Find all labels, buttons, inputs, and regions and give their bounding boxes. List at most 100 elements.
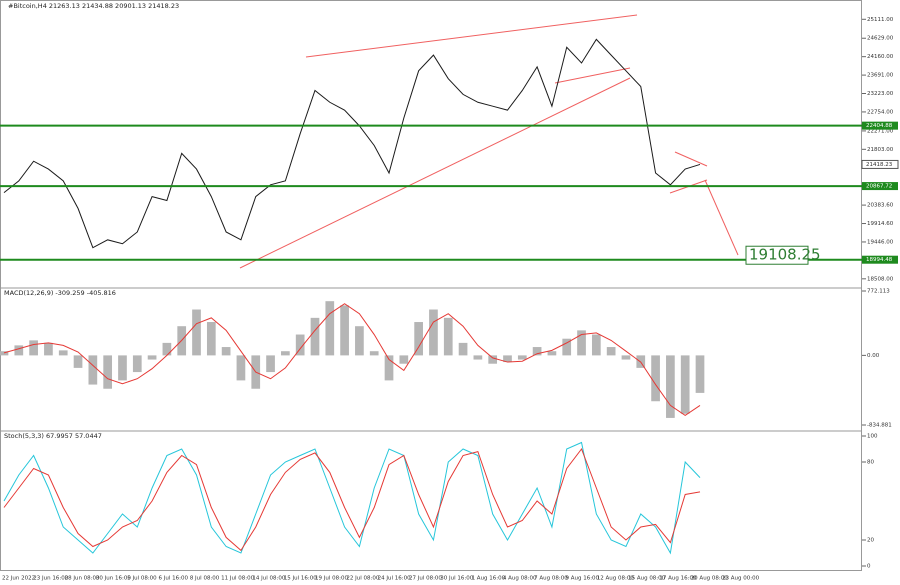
histogram-bar bbox=[73, 355, 83, 368]
histogram-bar bbox=[384, 355, 394, 381]
histogram-bar bbox=[103, 355, 113, 389]
histogram-bar bbox=[606, 347, 616, 356]
histogram-bar bbox=[132, 355, 142, 373]
level-tag bbox=[862, 121, 898, 130]
histogram-bar bbox=[429, 309, 438, 356]
histogram-bar bbox=[325, 301, 335, 356]
histogram-bar bbox=[532, 347, 542, 356]
histogram-bar bbox=[162, 342, 172, 356]
histogram-bar bbox=[458, 342, 468, 356]
x-tick-label: 27 Jul 08:00 bbox=[409, 576, 442, 582]
x-tick-label: 22 Jun 2022 bbox=[2, 576, 35, 582]
y-tick-label: 22271.00 bbox=[867, 128, 894, 134]
level-label: 22404.88 bbox=[866, 123, 893, 129]
x-tick-label: 24 Jul 16:00 bbox=[378, 576, 411, 582]
y-tick-label: 21803.00 bbox=[867, 147, 894, 153]
y-tick-label: 19914.60 bbox=[867, 221, 894, 227]
histogram-bar bbox=[281, 351, 290, 356]
y-tick-label: 0.00 bbox=[867, 353, 880, 359]
x-tick-label: 23 Aug 00:00 bbox=[722, 576, 760, 582]
level-label: 20867.72 bbox=[866, 184, 892, 190]
histogram-bar bbox=[266, 355, 275, 373]
histogram-bar bbox=[310, 317, 320, 356]
level-tag bbox=[862, 182, 898, 191]
histogram-bar bbox=[295, 334, 305, 356]
last-price-tag bbox=[861, 159, 899, 169]
histogram-bar bbox=[369, 351, 379, 356]
histogram-bar bbox=[651, 355, 660, 402]
histogram-bar bbox=[695, 355, 705, 393]
y-tick-label: 22754.00 bbox=[867, 109, 894, 115]
histogram-bar bbox=[44, 342, 53, 356]
x-tick-label: 5 Jul 08:00 bbox=[127, 576, 157, 582]
histogram-bar bbox=[192, 309, 201, 356]
pattern-line bbox=[674, 151, 708, 167]
trend-line bbox=[305, 14, 638, 58]
histogram-bar bbox=[88, 355, 98, 385]
trend-line bbox=[554, 67, 631, 84]
histogram-bar bbox=[14, 345, 24, 356]
stoch-line bbox=[3, 447, 701, 552]
x-tick-label: 23 Jun 16:00 bbox=[33, 576, 68, 582]
histogram-bar bbox=[666, 355, 675, 418]
histogram-bar bbox=[58, 350, 68, 356]
signal-line bbox=[3, 303, 701, 417]
plot-frame bbox=[0, 0, 862, 571]
price-line bbox=[3, 38, 701, 249]
histogram-bar bbox=[206, 322, 216, 356]
x-tick-label: 22 Jul 08:00 bbox=[346, 576, 379, 582]
histogram-bar bbox=[577, 330, 586, 356]
histogram-bar bbox=[621, 355, 631, 360]
macd-label: MACD(12,26,9) -309.259 -405.816 bbox=[4, 289, 116, 297]
y-tick-label: 25111.00 bbox=[867, 17, 894, 23]
histogram-bar bbox=[591, 334, 601, 356]
x-tick-label: 12 Aug 08:00 bbox=[597, 576, 635, 582]
histogram-bar bbox=[562, 338, 572, 356]
chart-header: #Bitcoin,H4 21263.13 21434.88 20901.13 2… bbox=[8, 2, 179, 10]
x-tick-label: 11 Jul 08:00 bbox=[221, 576, 254, 582]
annotation: 19108.25 bbox=[749, 246, 821, 264]
x-tick-label: 14 Jul 08:00 bbox=[252, 576, 285, 582]
y-tick-label: 23223.00 bbox=[867, 91, 894, 97]
histogram-bar bbox=[503, 355, 512, 363]
histogram-bar bbox=[414, 322, 423, 356]
x-tick-label: 7 Aug 08:00 bbox=[534, 576, 568, 582]
y-tick-label: 19446.00 bbox=[867, 239, 894, 245]
y-tick-label: 24160.00 bbox=[867, 54, 894, 60]
x-tick-label: 30 Jul 16:00 bbox=[440, 576, 473, 582]
x-tick-label: 1 Aug 16:00 bbox=[472, 576, 506, 582]
y-tick-label: 0 bbox=[867, 564, 871, 570]
y-tick-label: 100 bbox=[867, 434, 878, 440]
histogram-bar bbox=[236, 355, 246, 381]
y-tick-label: 23691.00 bbox=[867, 73, 894, 79]
histogram-bar bbox=[680, 355, 690, 414]
y-tick-label: -834.881 bbox=[867, 423, 892, 429]
histogram-bar bbox=[547, 351, 557, 356]
y-tick-label: 772.113 bbox=[867, 289, 890, 295]
trend-line bbox=[239, 77, 631, 269]
histogram-bar bbox=[473, 355, 483, 360]
stoch-label: Stoch(5,3,3) 67.9957 57.0447 bbox=[4, 432, 102, 440]
x-tick-label: 19 Jul 08:00 bbox=[315, 576, 348, 582]
histogram-bar bbox=[488, 355, 498, 364]
last-price-label: 21418.23 bbox=[866, 162, 893, 168]
histogram-bar bbox=[399, 355, 409, 364]
histogram-bar bbox=[221, 347, 231, 356]
x-tick-label: 15 Aug 08:00 bbox=[628, 576, 666, 582]
x-tick-label: 20 Aug 08:00 bbox=[691, 576, 729, 582]
histogram-bar bbox=[340, 305, 349, 356]
x-tick-label: 28 Jun 08:00 bbox=[65, 576, 100, 582]
y-tick-label: 20 bbox=[867, 538, 874, 544]
y-tick-label: 20383.60 bbox=[867, 203, 894, 209]
level-tag bbox=[862, 255, 898, 264]
x-tick-label: 8 Jul 08:00 bbox=[190, 576, 220, 582]
histogram-bar bbox=[29, 340, 38, 356]
x-tick-label: 15 Jul 16:00 bbox=[284, 576, 317, 582]
level-label: 18994.48 bbox=[866, 257, 893, 263]
y-tick-label: 80 bbox=[867, 460, 874, 466]
trend-lines bbox=[239, 14, 739, 269]
x-tick-label: 4 Aug 08:00 bbox=[503, 576, 537, 582]
annotation-box bbox=[745, 245, 809, 265]
